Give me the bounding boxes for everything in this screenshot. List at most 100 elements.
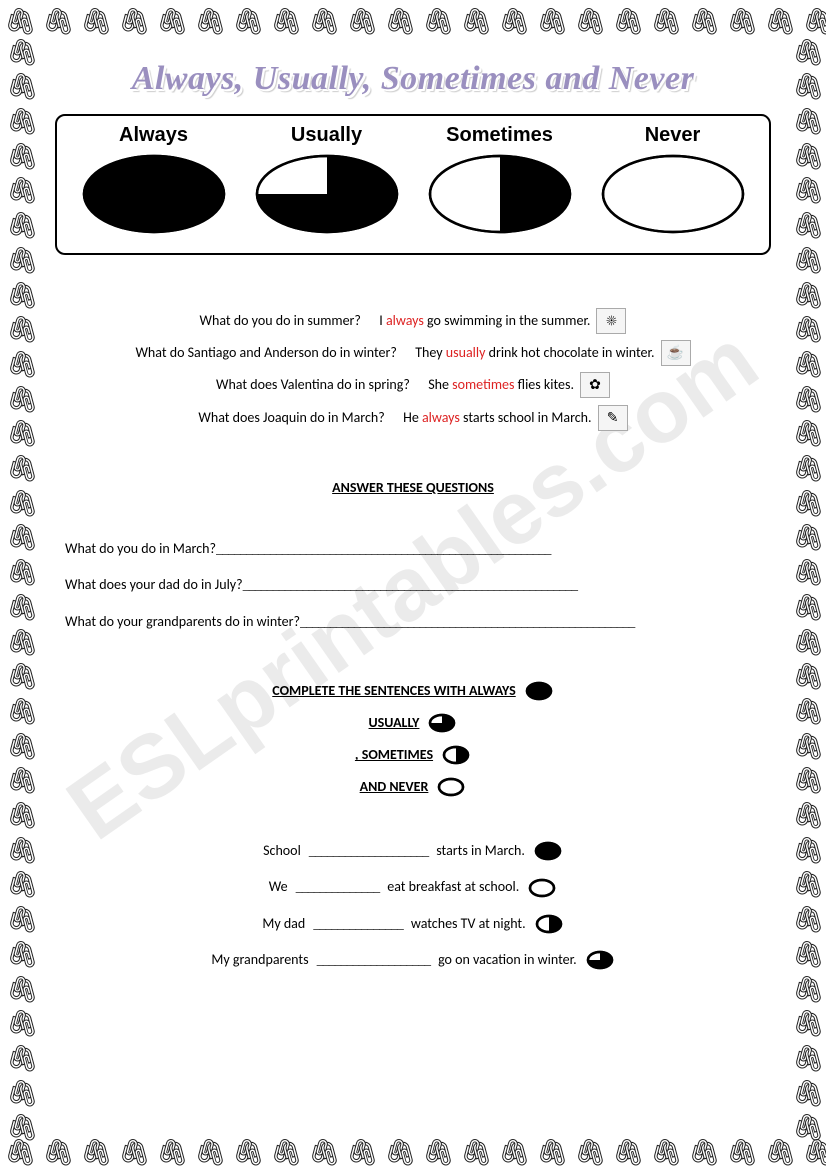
clip-icon: 🖇 [42, 1137, 75, 1168]
clip-icon: 🖇 [802, 1137, 826, 1168]
clip-icon: 🖇 [4, 1137, 37, 1168]
mini-oval-icon [427, 712, 457, 734]
section-head-complete: COMPLETE THE SENTENCES WITH ALWAYS [55, 680, 771, 702]
fill-row: My dad_______________ watches TV at nigh… [55, 906, 771, 942]
fill-pre: My grandparents [211, 942, 308, 978]
fill-post: starts in March. [436, 833, 525, 869]
example-row: What does Joaquin do in March? He always… [55, 402, 771, 434]
fill-blank[interactable]: ____________________ [309, 833, 428, 869]
example-icon: ✿ [580, 372, 610, 398]
section-head-answer: ANSWER THESE QUESTIONS [55, 479, 771, 496]
legend-text: USUALLY [369, 714, 420, 731]
mini-oval-icon [527, 877, 557, 899]
oval-label: Always [81, 124, 227, 147]
fill-row: My grandparents___________________ go on… [55, 942, 771, 978]
oval-label: Usually [254, 124, 400, 147]
example-row: What do Santiago and Anderson do in wint… [55, 337, 771, 369]
question-line: What do your grandparents do in winter?_… [65, 604, 761, 640]
mini-oval-icon [585, 949, 615, 971]
mini-oval-icon [441, 744, 471, 766]
clip-icon: 🖇 [612, 1137, 645, 1168]
legend-row: , SOMETIMES [55, 744, 771, 766]
clip-icon: 🖇 [308, 1137, 341, 1168]
oval-label: Sometimes [427, 124, 573, 147]
answer-blank[interactable]: ________________________________________… [216, 540, 550, 557]
fill-blank[interactable]: _______________ [313, 906, 403, 942]
question-line: What do you do in March?________________… [65, 531, 761, 567]
oval-label: Never [600, 124, 746, 147]
clip-icon: 🖇 [384, 1137, 417, 1168]
clip-icon: 🖇 [536, 1137, 569, 1168]
clip-icon: 🖇 [792, 1112, 825, 1143]
example-icon: ✎ [598, 405, 628, 431]
clip-icon: 🖇 [460, 1137, 493, 1168]
oval-col-sometimes: Sometimes [427, 124, 573, 235]
clip-icon: 🖇 [764, 1137, 797, 1168]
example-row: What do you do in summer? I always go sw… [55, 305, 771, 337]
clip-icon: 🖇 [792, 1078, 825, 1109]
answer-blank[interactable]: ________________________________________… [300, 613, 634, 630]
clip-icon: 🖇 [6, 1112, 39, 1143]
oval-col-always: Always [81, 124, 227, 235]
legend-head-text: COMPLETE THE SENTENCES WITH ALWAYS [272, 682, 515, 699]
adverb: always [386, 312, 424, 329]
clip-icon: 🖇 [792, 1043, 825, 1074]
clip-icon: 🖇 [726, 1137, 759, 1168]
adverb: always [422, 409, 460, 426]
fill-row: We______________ eat breakfast at school… [55, 869, 771, 905]
example-q: What does Joaquin do in March? [198, 402, 384, 434]
fill-pre: School [263, 833, 301, 869]
clip-icon: 🖇 [118, 1137, 151, 1168]
fill-blank[interactable]: ___________________ [317, 942, 430, 978]
example-a: I always go swimming in the summer. [379, 305, 590, 337]
fill-sentences-block: School____________________ starts in Mar… [55, 833, 771, 979]
fill-row: School____________________ starts in Mar… [55, 833, 771, 869]
clip-icon: 🖇 [6, 1078, 39, 1109]
questions-block: What do you do in March?________________… [55, 531, 771, 640]
clip-icon: 🖇 [270, 1137, 303, 1168]
legend-text: AND NEVER [360, 778, 429, 795]
fill-pre: My dad [262, 906, 305, 942]
example-q: What do you do in summer? [200, 305, 361, 337]
clip-icon: 🖇 [574, 1137, 607, 1168]
question-line: What does your dad do in July?__________… [65, 567, 761, 603]
question-text: What do you do in March? [65, 540, 216, 557]
fill-post: go on vacation in winter. [438, 942, 577, 978]
clip-icon: 🖇 [232, 1137, 265, 1168]
mini-oval-icon [436, 776, 466, 798]
question-text: What does your dad do in July? [65, 576, 243, 593]
clip-icon: 🖇 [650, 1137, 683, 1168]
fill-blank[interactable]: ______________ [296, 869, 380, 905]
example-a: They usually drink hot chocolate in wint… [415, 337, 654, 369]
question-text: What do your grandparents do in winter? [65, 613, 300, 630]
clip-icon: 🖇 [346, 1137, 379, 1168]
example-a: He always starts school in March. [403, 402, 591, 434]
page-title: Always, Usually, Sometimes and Never [55, 60, 771, 98]
clip-icon: 🖇 [6, 1043, 39, 1074]
legend-row: AND NEVER [55, 776, 771, 798]
example-a: She sometimes flies kites. [428, 369, 574, 401]
example-row: What does Valentina do in spring? She so… [55, 369, 771, 401]
examples-block: What do you do in summer? I always go sw… [55, 305, 771, 434]
legend-row: USUALLY [55, 712, 771, 734]
clip-icon: 🖇 [156, 1137, 189, 1168]
oval-col-usually: Usually [254, 124, 400, 235]
oval-col-never: Never [600, 124, 746, 235]
ovals-legend-box: Always Usually Sometimes Never [55, 114, 771, 255]
complete-legend: COMPLETE THE SENTENCES WITH ALWAYS USUAL… [55, 680, 771, 798]
fill-pre: We [269, 869, 288, 905]
mini-oval-icon [524, 680, 554, 702]
clip-icon: 🖇 [688, 1137, 721, 1168]
legend-text: , SOMETIMES [355, 746, 433, 763]
mini-oval-icon [534, 913, 564, 935]
mini-oval-icon [533, 840, 563, 862]
example-q: What do Santiago and Anderson do in wint… [135, 337, 396, 369]
clip-icon: 🖇 [80, 1137, 113, 1168]
clip-icon: 🖇 [498, 1137, 531, 1168]
example-icon: ☀ [596, 308, 626, 334]
example-icon: ☕ [661, 340, 691, 366]
answer-blank[interactable]: ________________________________________… [243, 576, 577, 593]
fill-post: eat breakfast at school. [387, 869, 519, 905]
adverb: usually [446, 344, 486, 361]
fill-post: watches TV at night. [411, 906, 526, 942]
